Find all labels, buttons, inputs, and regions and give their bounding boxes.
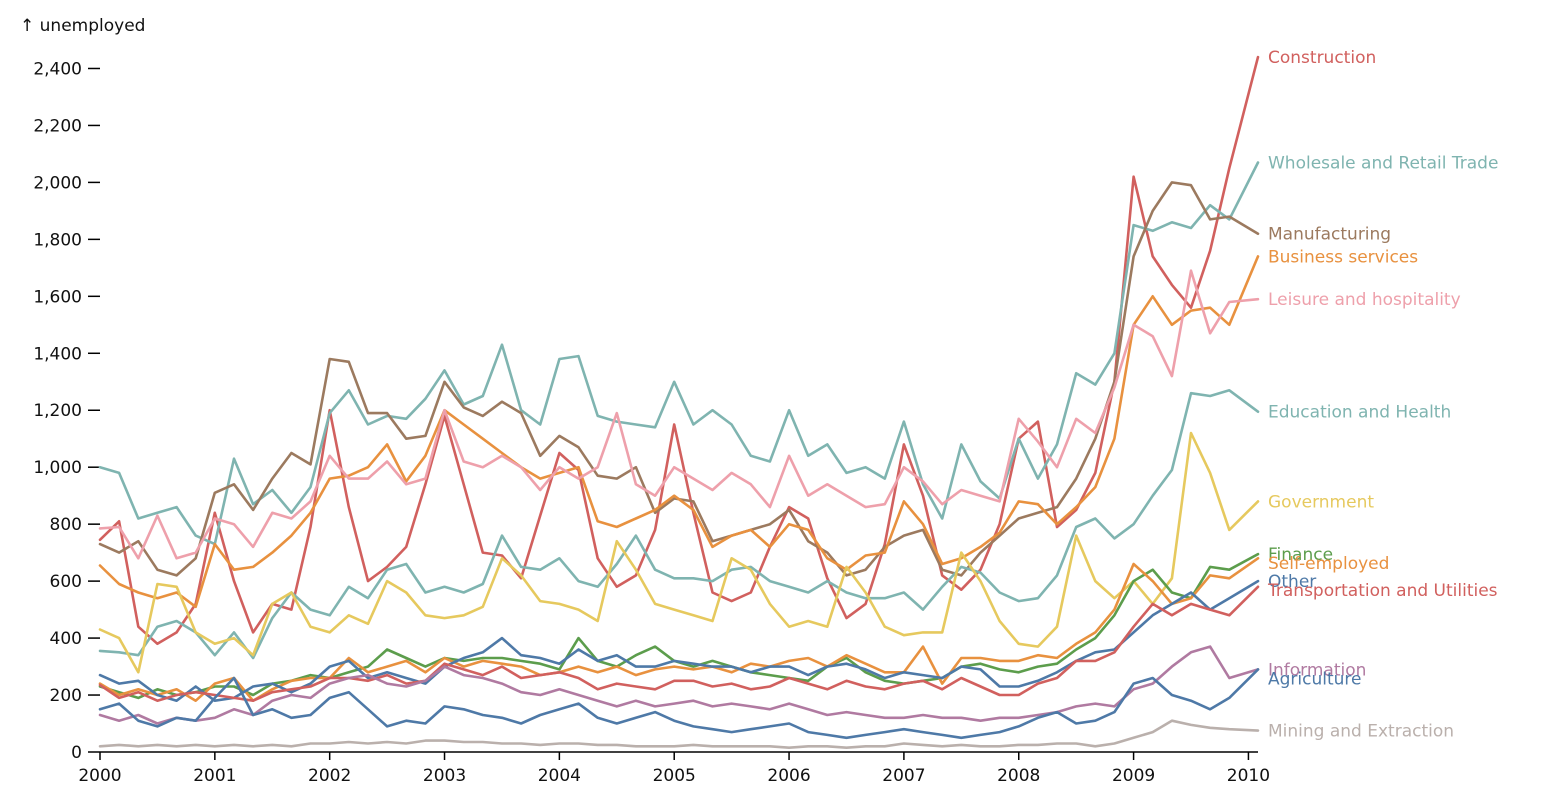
series-label: Self-employed: [1268, 554, 1389, 574]
y-tick-label: 1,400: [33, 344, 82, 364]
series-label: Education and Health: [1268, 403, 1451, 423]
series-line: [98, 579, 1260, 702]
series-line: [98, 552, 1260, 700]
y-tick-label: 2,200: [33, 116, 82, 136]
x-tick-label: 2006: [767, 766, 810, 786]
series-line: [98, 269, 1260, 560]
series-label: Transportation and Utilities: [1267, 581, 1498, 601]
series-line: [98, 719, 1260, 749]
series-line: [98, 255, 1260, 609]
series-labels: Construction Wholesale and Retail Trade Ma…: [1267, 48, 1498, 742]
plot-area: [98, 55, 1260, 749]
series-label: Agriculture: [1268, 669, 1362, 689]
x-tick-label: 2004: [538, 766, 581, 786]
series-line: [98, 55, 1260, 646]
series-label: Finance: [1268, 545, 1333, 565]
x-tick-label: 2005: [653, 766, 696, 786]
x-tick-label: 2001: [193, 766, 236, 786]
x-tick-label: 2000: [78, 766, 121, 786]
series-label: Construction: [1268, 48, 1376, 68]
series-label: Manufacturing: [1268, 225, 1391, 245]
series-label: Leisure and hospitality: [1268, 290, 1461, 310]
series-line: [98, 585, 1260, 702]
series-line: [98, 389, 1260, 660]
x-tick-label: 2009: [1112, 766, 1155, 786]
x-axis: 2000 2001 2002 2003 2004 2005 2006 2007 2008 2009…: [78, 751, 1270, 786]
x-tick-label: 2010: [1227, 766, 1270, 786]
y-tick-label: 2,400: [33, 59, 82, 79]
series-line: [98, 431, 1260, 674]
y-tick-label: 0: [71, 743, 82, 763]
series-line: [98, 557, 1260, 702]
y-tick-label: 1,600: [33, 287, 82, 307]
y-axis: 0 200 400 600 800 1,000 1,200 1,400 1,600 1,800 2,…: [33, 59, 100, 763]
series-line: [98, 668, 1260, 740]
y-tick-label: 1,000: [33, 458, 82, 478]
y-tick-label: 600: [50, 572, 82, 592]
series-label: Government: [1268, 492, 1374, 512]
series-line: [98, 181, 1260, 577]
y-tick-label: 400: [50, 629, 82, 649]
y-tick-label: 200: [50, 686, 82, 706]
x-tick-label: 2003: [423, 766, 466, 786]
series-line: [98, 161, 1260, 546]
series-label: Wholesale and Retail Trade: [1268, 153, 1498, 173]
y-tick-label: 800: [50, 515, 82, 535]
series-label: Business services: [1268, 247, 1418, 267]
series-label: Other: [1268, 572, 1316, 592]
series-label: Information: [1268, 660, 1366, 680]
x-tick-label: 2002: [308, 766, 351, 786]
x-tick-label: 2008: [997, 766, 1040, 786]
y-tick-label: 2,000: [33, 173, 82, 193]
series-label: Mining and Extraction: [1268, 722, 1454, 742]
y-tick-label: 1,200: [33, 401, 82, 421]
y-tick-label: 1,800: [33, 230, 82, 250]
x-tick-label: 2007: [882, 766, 925, 786]
y-axis-title: ↑ unemployed: [20, 16, 145, 36]
